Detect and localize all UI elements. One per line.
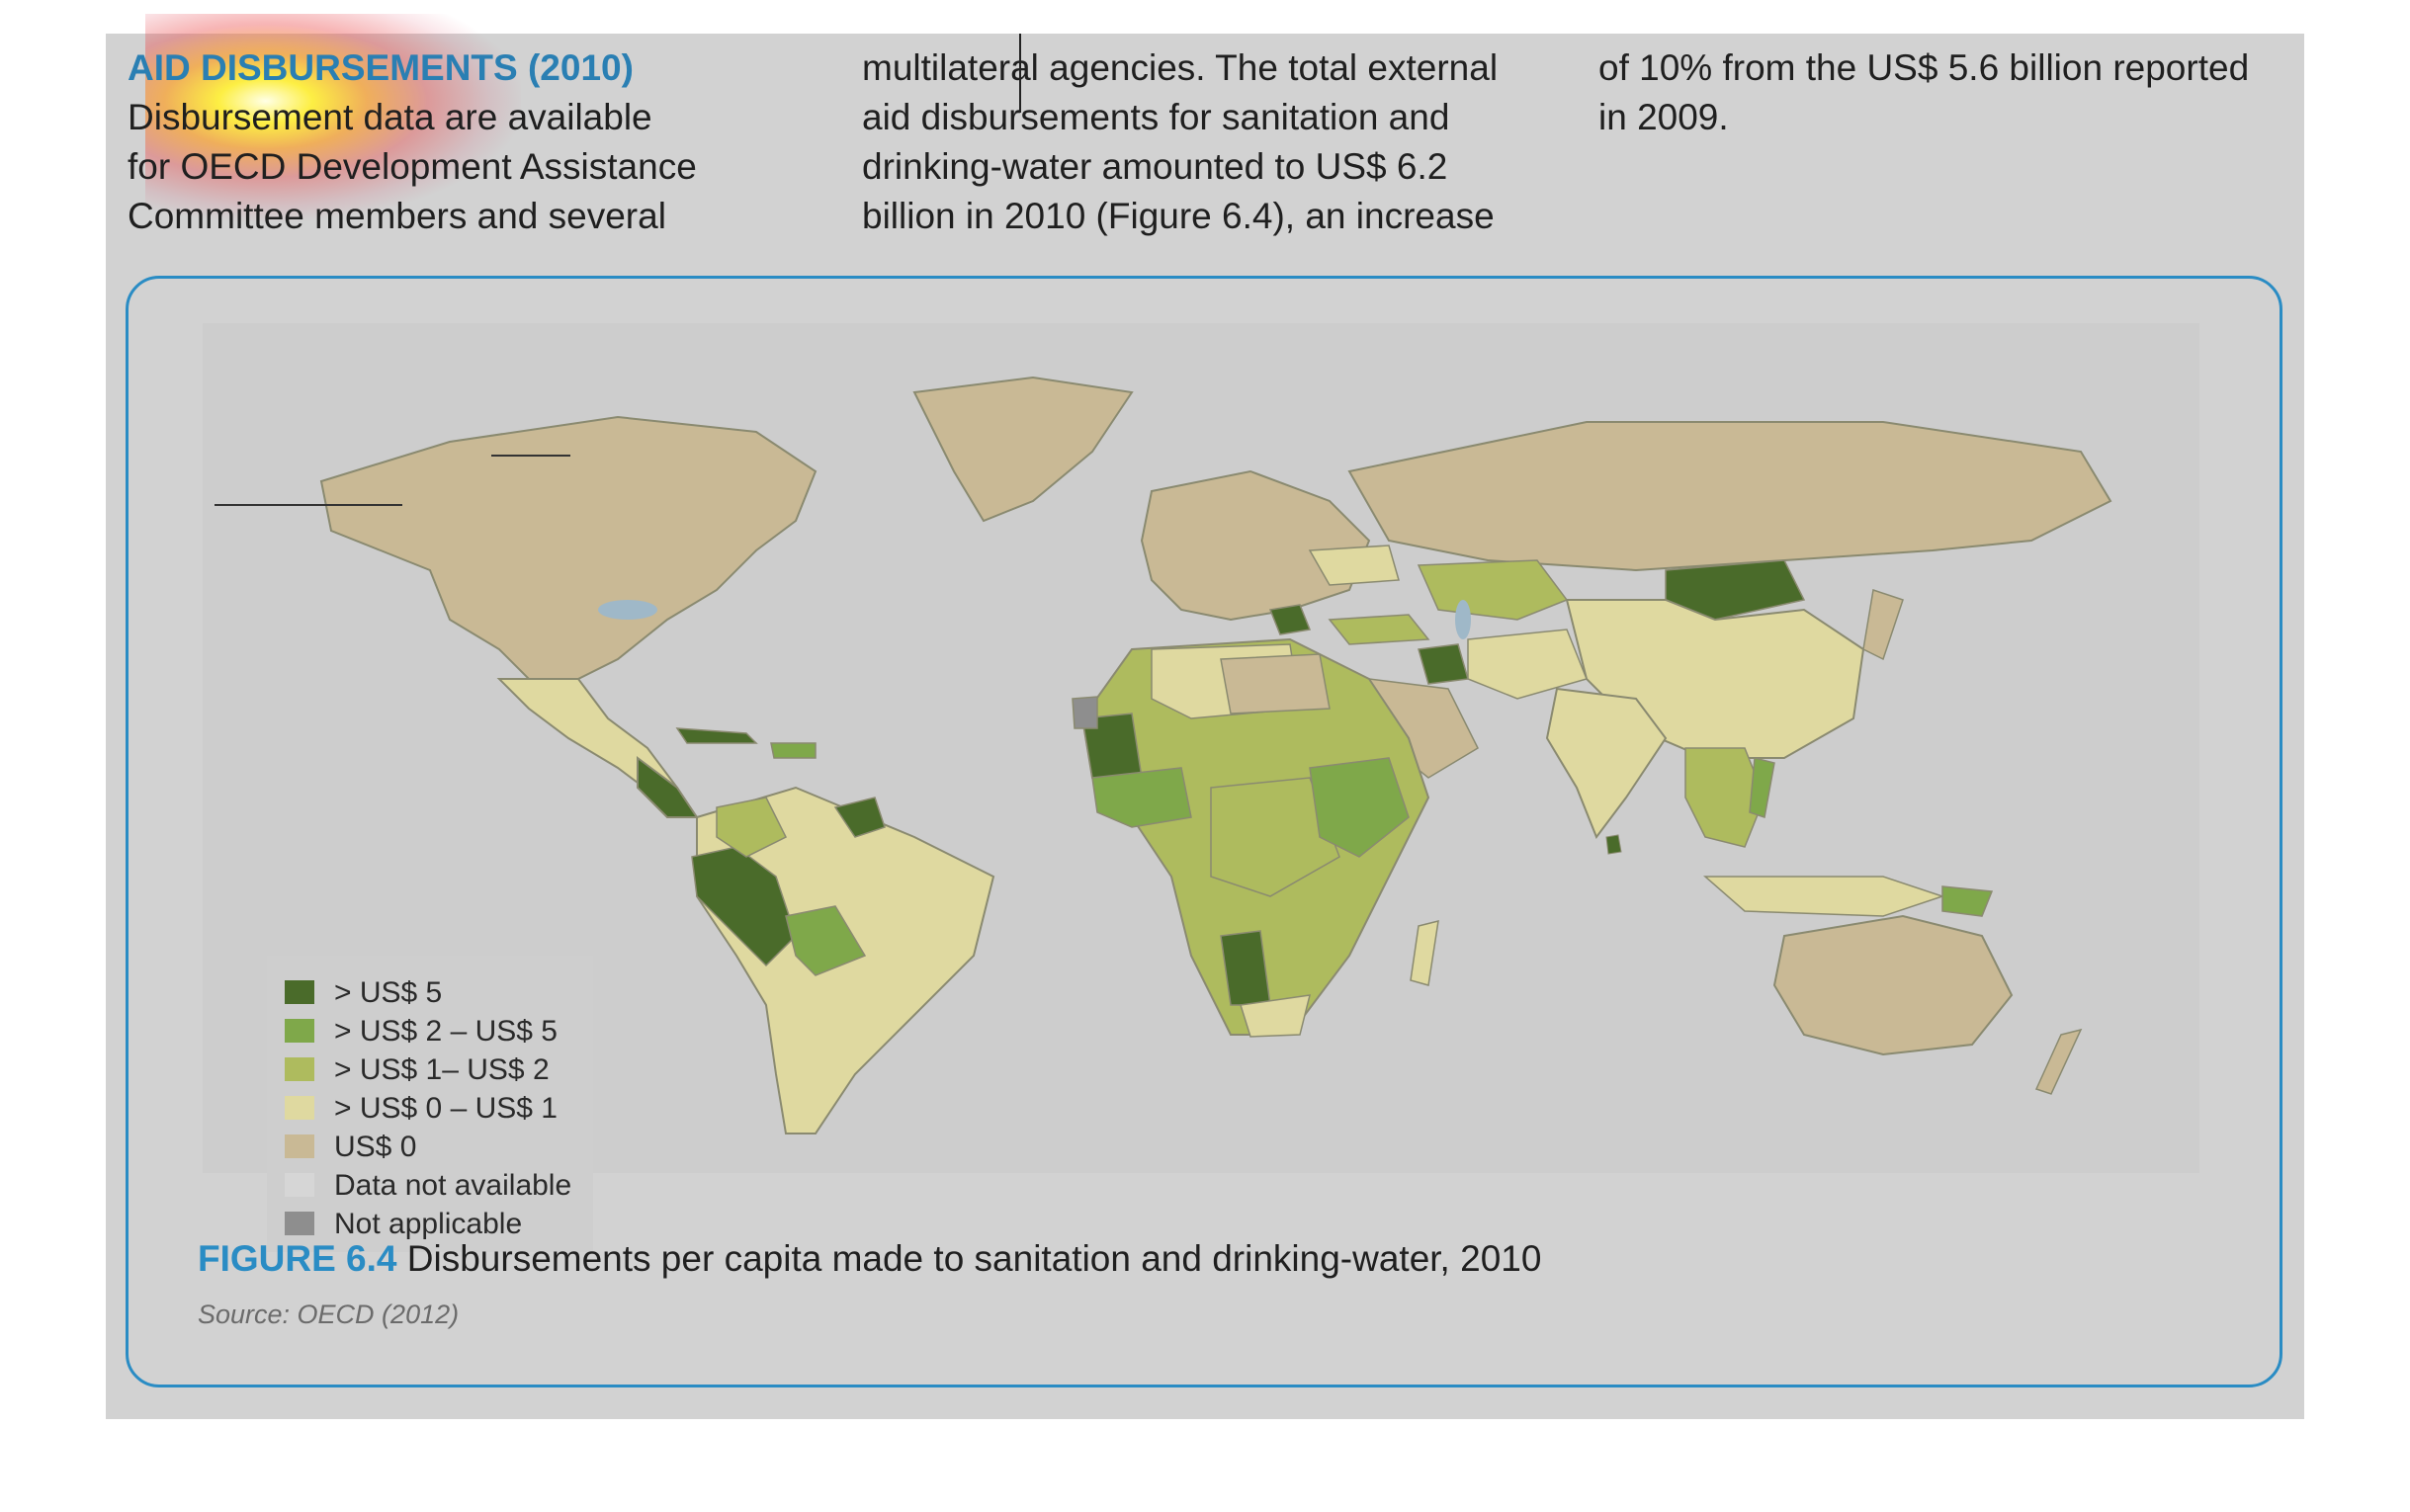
legend-label: Not applicable: [334, 1208, 523, 1240]
world-map: > US$ 5 > US$ 2 – US$ 5 > US$ 1– US$ 2 >…: [203, 323, 2199, 1252]
region-bolivia: [785, 905, 867, 976]
region-greenland: [912, 376, 1134, 523]
document-page: AID DISBURSEMENTS (2010) Disbursement da…: [106, 14, 2304, 1419]
region-se-asia: [1684, 747, 1765, 848]
legend-swatch: [285, 1212, 314, 1235]
legend-label: Data not available: [334, 1169, 572, 1202]
section-heading: AID DISBURSEMENTS (2010): [128, 47, 634, 88]
legend-swatch: [285, 1057, 314, 1081]
region-libya-egypt: [1220, 653, 1331, 714]
paragraph-column-3: of 10% from the US$ 5.6 billion reported…: [1598, 47, 2250, 137]
region-hispaniola: [770, 742, 817, 759]
region-cuba: [675, 727, 758, 744]
text-column-2: multilateral agencies. The total externa…: [862, 43, 1574, 241]
region-east-africa: [1309, 757, 1410, 858]
region-central-america-high: [637, 756, 699, 818]
region-colombia: [716, 797, 788, 858]
region-russia: [1347, 421, 2112, 572]
map-legend: > US$ 5 > US$ 2 – US$ 5 > US$ 1– US$ 2 >…: [267, 956, 593, 1252]
region-turkey: [1328, 614, 1430, 645]
figure-source: Source: OECD (2012): [198, 1300, 460, 1329]
region-mongolia: [1665, 559, 1806, 621]
figure-frame: > US$ 5 > US$ 2 – US$ 5 > US$ 1– US$ 2 >…: [126, 276, 2282, 1387]
legend-label: US$ 0: [334, 1131, 417, 1163]
region-kazakhstan: [1417, 559, 1569, 621]
annotation-line: [215, 504, 402, 506]
region-ukraine: [1308, 545, 1400, 586]
region-central-africa: [1210, 777, 1340, 897]
paragraph-column-1: Disbursement data are available for OECD…: [128, 97, 697, 236]
region-papua: [1941, 885, 1994, 917]
legend-swatch: [285, 980, 314, 1004]
legend-label: > US$ 5: [334, 976, 443, 1009]
region-indonesia: [1703, 876, 1945, 917]
region-iran-afghanistan: [1467, 629, 1589, 700]
region-japan: [1862, 589, 1904, 661]
paragraph-column-2: multilateral agencies. The total externa…: [862, 47, 1499, 236]
legend-swatch: [285, 1019, 314, 1043]
region-india: [1545, 687, 1668, 840]
annotation-line: [491, 455, 570, 457]
region-iraq: [1418, 643, 1469, 685]
figure-caption: FIGURE 6.4 Disbursements per capita made…: [198, 1235, 1541, 1283]
region-southern-africa: [1240, 994, 1311, 1038]
region-vietnam: [1749, 757, 1775, 818]
legend-swatch: [285, 1134, 314, 1158]
legend-swatch: [285, 1096, 314, 1120]
legend-swatch: [285, 1173, 314, 1197]
region-western-sahara: [1072, 696, 1098, 729]
text-column-3: of 10% from the US$ 5.6 billion reported…: [1598, 43, 2310, 142]
legend-label: > US$ 0 – US$ 1: [334, 1092, 558, 1125]
world-map-svg: [319, 376, 2112, 1134]
legend-label: > US$ 1– US$ 2: [334, 1053, 550, 1086]
great-lakes: [598, 600, 657, 620]
region-australia: [1772, 914, 2014, 1056]
figure-title: Disbursements per capita made to sanitat…: [406, 1238, 1542, 1279]
region-balkans: [1268, 604, 1312, 635]
legend-label: > US$ 2 – US$ 5: [334, 1015, 558, 1048]
region-north-america: [319, 415, 818, 680]
caspian-sea: [1455, 600, 1471, 639]
region-europe: [1140, 469, 1371, 622]
text-cursor: [1019, 34, 1021, 113]
region-guyana: [833, 797, 886, 838]
region-madagascar: [1410, 919, 1439, 986]
region-sri-lanka: [1605, 834, 1622, 855]
text-column-1: AID DISBURSEMENTS (2010) Disbursement da…: [128, 43, 839, 241]
figure-label: FIGURE 6.4: [198, 1238, 397, 1279]
region-new-zealand: [2034, 1028, 2083, 1095]
region-west-africa: [1091, 767, 1192, 828]
